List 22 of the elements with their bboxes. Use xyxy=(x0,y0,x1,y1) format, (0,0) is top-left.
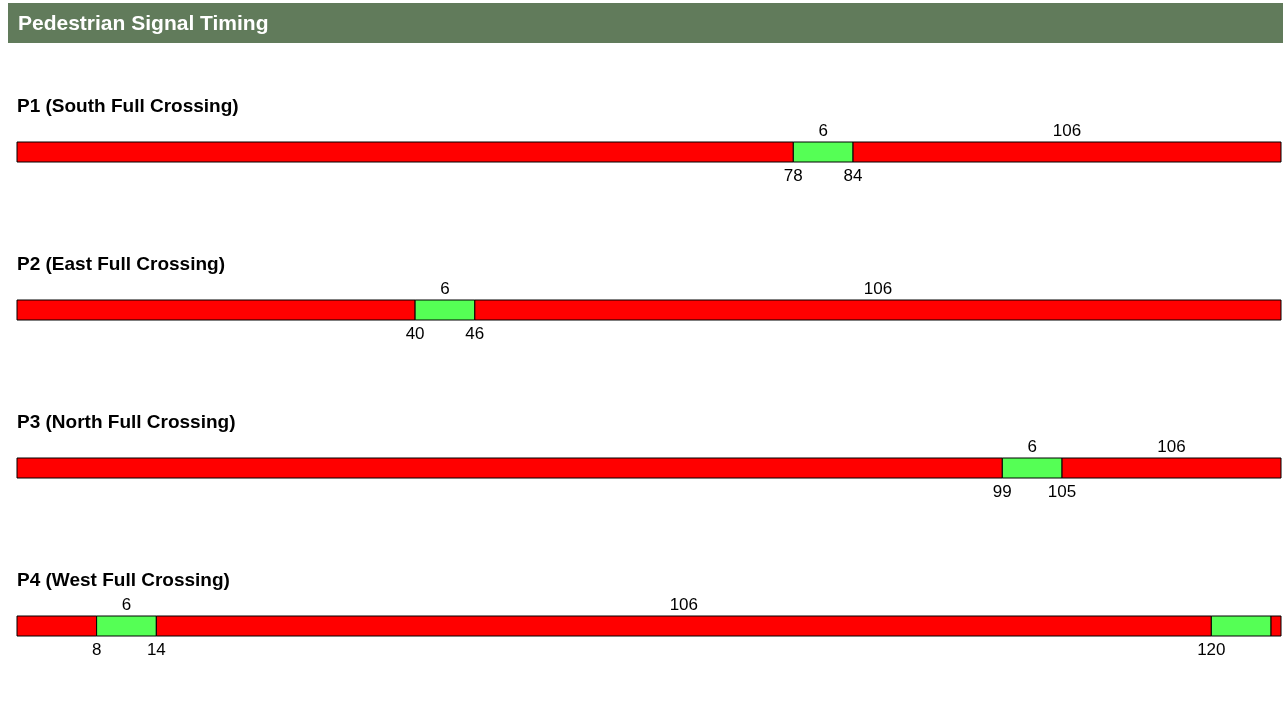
y-tick-label: P2 (East Full Crossing) xyxy=(17,253,225,274)
y-tick-label: P3 (North Full Crossing) xyxy=(17,411,236,432)
annotation: 120 xyxy=(1197,640,1226,659)
annotation: 99 xyxy=(992,482,1012,501)
y-tick-label: P4 (West Full Crossing) xyxy=(17,569,230,590)
data-label: 6 xyxy=(121,595,132,614)
data-label: 6 xyxy=(818,121,828,140)
annotation: 14 xyxy=(146,640,166,659)
annotation: 8 xyxy=(91,640,102,659)
annotation: 78 xyxy=(783,166,803,185)
annotation: 106 xyxy=(1052,121,1082,140)
annotation: 105 xyxy=(1047,482,1077,501)
annotation: 40 xyxy=(405,324,425,343)
annotation: 84 xyxy=(843,166,863,185)
annotation: 106 xyxy=(1157,437,1186,456)
annotation: 106 xyxy=(863,279,893,298)
annotation: 106 xyxy=(669,595,699,614)
data-label: 6 xyxy=(1027,437,1037,456)
chart-title: Pedestrian Signal Timing xyxy=(8,3,1283,43)
annotation: 46 xyxy=(465,324,485,343)
y-tick-label: P1 (South Full Crossing) xyxy=(17,95,239,116)
data-label: 6 xyxy=(440,279,450,298)
